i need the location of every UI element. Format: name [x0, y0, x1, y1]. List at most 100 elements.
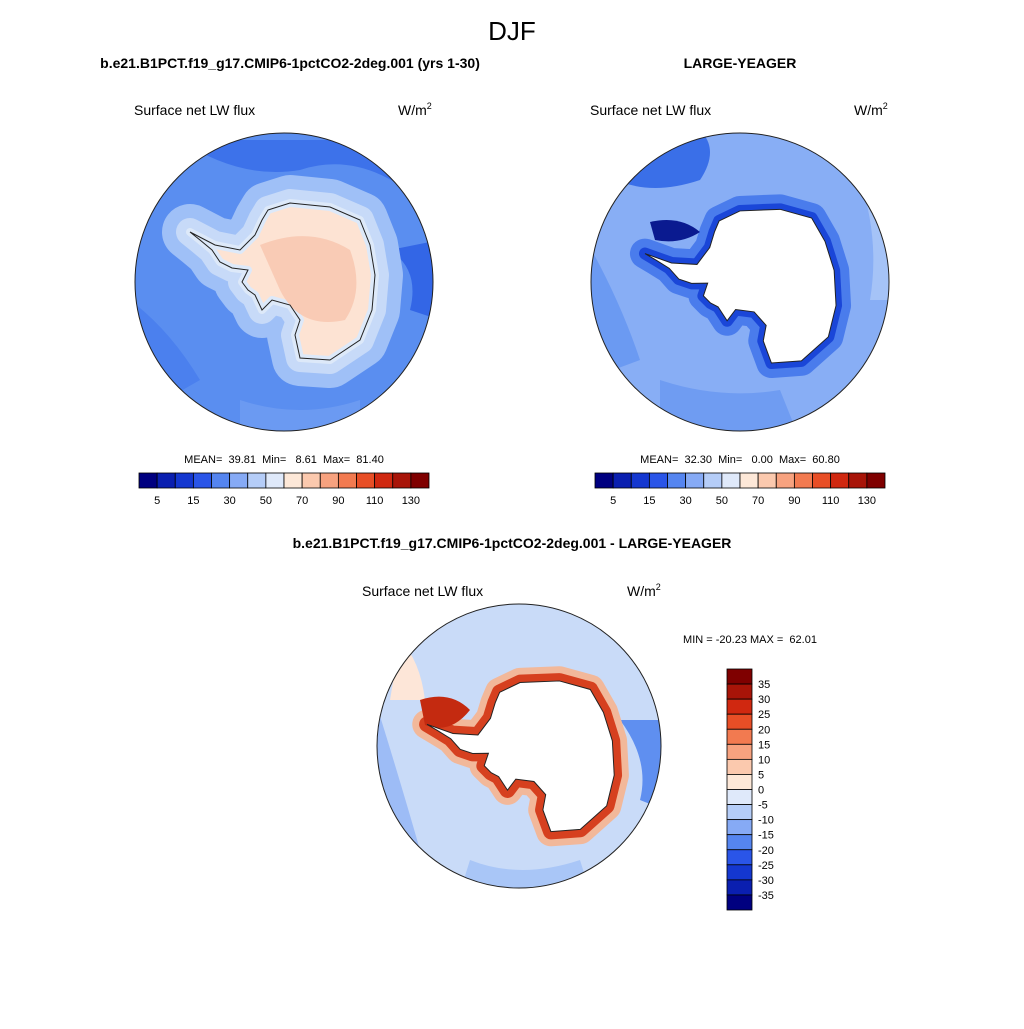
figure-title: DJF [488, 16, 536, 46]
colorbar-box [138, 472, 158, 489]
colorbar-box [630, 472, 650, 489]
colorbar: 5 15 30 50 70 90 110 130 [594, 472, 886, 507]
colorbar-box [726, 758, 753, 775]
colorbar-box [392, 472, 412, 489]
colorbar-label: -5 [758, 800, 768, 812]
stats-label: MEAN= 32.30 Min= 0.00 Max= 60.80 [640, 454, 840, 466]
colorbar-box [247, 472, 267, 489]
colorbar-label: -10 [758, 815, 774, 827]
colorbar-box [775, 472, 795, 489]
colorbar-box [319, 472, 339, 489]
colorbar-label: -15 [758, 830, 774, 842]
colorbar-box [192, 472, 212, 489]
colorbar-box [211, 472, 231, 489]
variable-label: Surface net LW flux [134, 102, 255, 118]
panel-title: b.e21.B1PCT.f19_g17.CMIP6-1pctCO2-2deg.0… [100, 55, 480, 71]
colorbar-label: 5 [610, 495, 616, 507]
variable-label: Surface net LW flux [590, 102, 711, 118]
panel-title: LARGE-YEAGER [684, 55, 797, 71]
colorbar-box [812, 472, 832, 489]
colorbar-box [726, 879, 753, 896]
colorbar-label: -20 [758, 845, 774, 857]
colorbar-label: 90 [788, 495, 800, 507]
colorbar-box [356, 472, 376, 489]
units-label: W/m2 [627, 582, 661, 599]
colorbar-label: -35 [758, 890, 774, 902]
colorbar-box [283, 472, 303, 489]
map-border [134, 132, 434, 432]
colorbar-box [726, 789, 753, 805]
colorbar-box [739, 472, 759, 489]
colorbar-label: 5 [154, 495, 160, 507]
colorbar-label: 30 [680, 495, 692, 507]
colorbar-box [866, 472, 886, 489]
variable-label: Surface net LW flux [362, 583, 483, 599]
colorbar-box [726, 894, 753, 911]
colorbar-box [757, 472, 777, 489]
colorbar-label: 50 [260, 495, 272, 507]
colorbar: 5 15 30 50 70 90 110 130 [138, 472, 430, 507]
colorbar-box [174, 472, 194, 489]
colorbar-label: 50 [716, 495, 728, 507]
units-label: W/m2 [398, 101, 432, 118]
colorbar-box [726, 864, 753, 881]
colorbar-box [685, 472, 705, 489]
colorbar-label: -30 [758, 875, 774, 887]
colorbar-label: 0 [758, 785, 764, 797]
colorbar-box [726, 774, 753, 790]
colorbar-box [667, 472, 687, 489]
colorbar-box [648, 472, 668, 489]
colorbar-label: 30 [224, 495, 236, 507]
colorbar-box [726, 728, 753, 745]
map-border [590, 132, 890, 432]
colorbar-box [726, 804, 753, 821]
colorbar-box [265, 472, 285, 489]
colorbar-box [229, 472, 249, 489]
colorbar-box [726, 849, 753, 866]
colorbar-box [830, 472, 850, 489]
colorbar-box [726, 683, 753, 700]
colorbar-box [703, 472, 723, 489]
colorbar-label: 15 [187, 495, 199, 507]
colorbar-box [726, 698, 753, 715]
colorbar-box [721, 472, 741, 489]
colorbar-label: 130 [858, 495, 876, 507]
units-label: W/m2 [854, 101, 888, 118]
colorbar-box [156, 472, 176, 489]
colorbar-box [612, 472, 632, 489]
colorbar-label: -25 [758, 860, 774, 872]
colorbar-box [726, 668, 753, 685]
colorbar: 35 30 25 20 15 10 5 0 -5 -10 -15 -20 -25 -30 -35 [726, 668, 774, 911]
colorbar-box [848, 472, 868, 489]
stats-label: MIN = -20.23 MAX = 62.01 [683, 634, 817, 646]
colorbar-box [726, 834, 753, 851]
colorbar-label: 25 [758, 709, 770, 721]
colorbar-label: 30 [758, 694, 770, 706]
colorbar-box [374, 472, 394, 489]
colorbar-label: 90 [332, 495, 344, 507]
colorbar-box [726, 743, 753, 760]
map-border [376, 603, 662, 889]
colorbar-label: 10 [758, 754, 770, 766]
colorbar-box [793, 472, 813, 489]
map [591, 133, 889, 431]
colorbar-label: 15 [758, 739, 770, 751]
colorbar-label: 20 [758, 724, 770, 736]
colorbar-box [594, 472, 614, 489]
colorbar-label: 130 [402, 495, 420, 507]
colorbar-label: 5 [758, 769, 764, 781]
colorbar-label: 70 [296, 495, 308, 507]
panel-title: b.e21.B1PCT.f19_g17.CMIP6-1pctCO2-2deg.0… [293, 535, 732, 551]
colorbar-box [410, 472, 430, 489]
colorbar-box [301, 472, 321, 489]
colorbar-label: 70 [752, 495, 764, 507]
colorbar-box [337, 472, 357, 489]
colorbar-box [726, 713, 753, 730]
colorbar-label: 110 [366, 495, 384, 507]
colorbar-label: 110 [822, 495, 840, 507]
stats-label: MEAN= 39.81 Min= 8.61 Max= 81.40 [184, 454, 384, 466]
colorbar-label: 15 [643, 495, 655, 507]
colorbar-box [726, 819, 753, 836]
colorbar-label: 35 [758, 679, 770, 691]
